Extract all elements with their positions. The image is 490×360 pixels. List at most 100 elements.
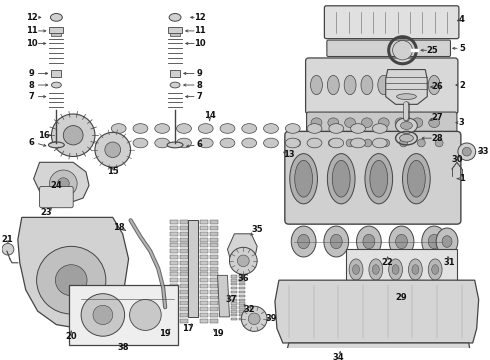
Ellipse shape xyxy=(170,82,180,88)
Ellipse shape xyxy=(311,75,322,95)
Ellipse shape xyxy=(307,124,322,133)
Bar xyxy=(210,267,218,270)
Bar xyxy=(200,255,208,259)
Text: 9: 9 xyxy=(29,69,34,78)
Bar xyxy=(168,27,182,33)
Bar xyxy=(210,232,218,236)
Ellipse shape xyxy=(332,160,350,197)
Ellipse shape xyxy=(324,226,348,257)
FancyBboxPatch shape xyxy=(306,58,458,114)
Text: 23: 23 xyxy=(41,208,52,217)
Ellipse shape xyxy=(408,160,425,197)
Ellipse shape xyxy=(133,124,148,133)
Text: 10: 10 xyxy=(194,39,206,48)
Bar xyxy=(210,307,218,311)
Ellipse shape xyxy=(242,124,257,133)
Ellipse shape xyxy=(428,75,440,95)
Bar xyxy=(180,267,188,270)
Ellipse shape xyxy=(361,75,373,95)
Polygon shape xyxy=(188,220,198,317)
Ellipse shape xyxy=(349,259,363,280)
Text: 14: 14 xyxy=(204,112,216,121)
Ellipse shape xyxy=(311,118,322,127)
Ellipse shape xyxy=(298,234,310,249)
Bar xyxy=(231,275,237,278)
Bar xyxy=(200,301,208,305)
Ellipse shape xyxy=(402,154,430,204)
Ellipse shape xyxy=(50,14,62,21)
Ellipse shape xyxy=(307,138,322,148)
Bar xyxy=(180,220,188,224)
Bar xyxy=(239,298,245,301)
Bar xyxy=(200,307,208,311)
Bar xyxy=(239,283,245,285)
FancyBboxPatch shape xyxy=(40,186,73,208)
Text: 8: 8 xyxy=(29,81,34,90)
Circle shape xyxy=(49,170,77,197)
Ellipse shape xyxy=(111,138,126,148)
Ellipse shape xyxy=(198,138,213,148)
Circle shape xyxy=(241,306,267,331)
Circle shape xyxy=(328,139,336,147)
Bar xyxy=(200,319,208,323)
Bar xyxy=(210,296,218,300)
Bar xyxy=(51,69,61,77)
Bar xyxy=(180,243,188,247)
Bar xyxy=(210,301,218,305)
Circle shape xyxy=(382,139,390,147)
Bar xyxy=(210,226,218,230)
Bar xyxy=(200,238,208,242)
Ellipse shape xyxy=(327,154,355,204)
Bar xyxy=(170,261,178,265)
Text: 12: 12 xyxy=(194,13,206,22)
Ellipse shape xyxy=(285,138,300,148)
Polygon shape xyxy=(227,234,257,269)
Bar xyxy=(200,296,208,300)
Text: 16: 16 xyxy=(38,131,49,140)
Circle shape xyxy=(237,255,249,267)
Bar xyxy=(239,291,245,293)
Bar xyxy=(239,295,245,297)
Ellipse shape xyxy=(133,138,148,148)
Ellipse shape xyxy=(372,124,387,133)
Ellipse shape xyxy=(329,138,343,148)
Bar xyxy=(170,278,178,282)
Ellipse shape xyxy=(242,138,257,148)
Text: 19: 19 xyxy=(212,329,223,338)
Text: 19: 19 xyxy=(159,329,171,338)
Bar xyxy=(180,307,188,311)
Bar xyxy=(200,261,208,265)
Ellipse shape xyxy=(394,75,407,95)
Bar xyxy=(170,267,178,270)
Text: 17: 17 xyxy=(182,324,194,333)
FancyBboxPatch shape xyxy=(324,6,459,39)
Ellipse shape xyxy=(49,142,64,148)
Ellipse shape xyxy=(155,138,170,148)
Ellipse shape xyxy=(264,124,278,133)
Bar xyxy=(200,249,208,253)
Ellipse shape xyxy=(412,265,419,274)
Bar xyxy=(180,238,188,242)
Ellipse shape xyxy=(428,234,440,249)
Bar xyxy=(170,319,178,323)
Polygon shape xyxy=(34,162,89,203)
Bar xyxy=(170,232,178,236)
Ellipse shape xyxy=(167,142,183,148)
Ellipse shape xyxy=(363,234,375,249)
Ellipse shape xyxy=(344,75,356,95)
Bar xyxy=(170,301,178,305)
Bar xyxy=(200,267,208,270)
Ellipse shape xyxy=(422,226,446,257)
Bar xyxy=(231,283,237,285)
Circle shape xyxy=(311,139,319,147)
Text: 30: 30 xyxy=(451,155,463,164)
Polygon shape xyxy=(386,69,427,104)
Text: 2: 2 xyxy=(459,81,465,90)
Bar xyxy=(231,298,237,301)
Bar xyxy=(210,273,218,276)
Circle shape xyxy=(392,41,413,60)
Ellipse shape xyxy=(155,124,170,133)
Bar xyxy=(180,261,188,265)
Text: 28: 28 xyxy=(431,134,443,143)
Bar xyxy=(239,287,245,289)
